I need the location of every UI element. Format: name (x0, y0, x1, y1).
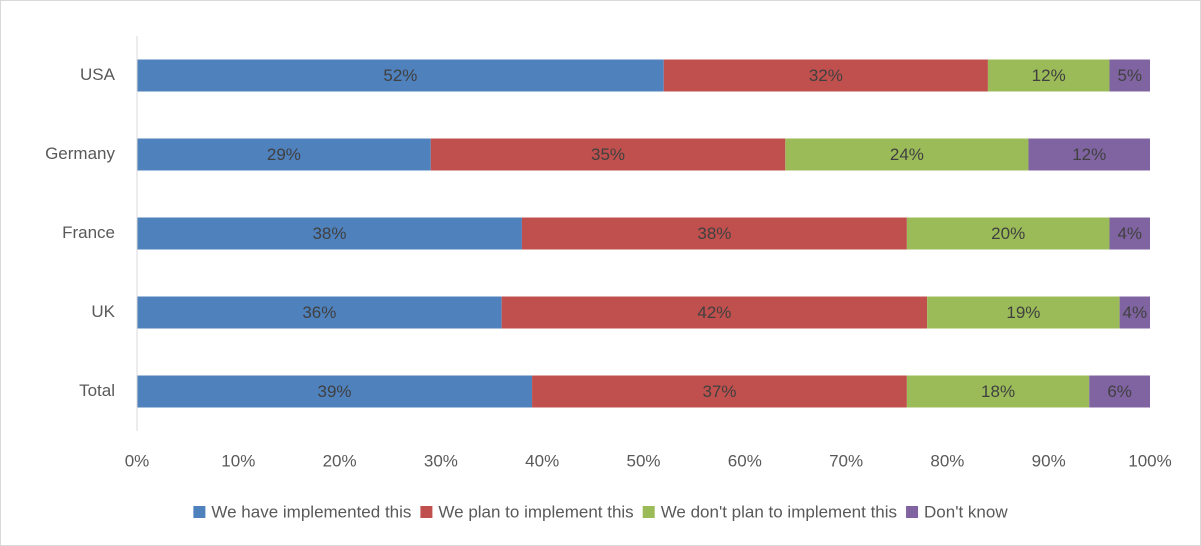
legend-swatch (642, 506, 655, 518)
data-label: 4% (1123, 303, 1148, 322)
bar-labels-layer: 52% 32% 12% 5% 29% 35% 24% 12% 38% 38% 20% 4% 36% 42%… (267, 66, 1147, 401)
data-label: 24% (890, 145, 924, 164)
data-label: 5% (1117, 66, 1142, 85)
bar-segment (521, 217, 907, 250)
bar-segment (663, 59, 988, 92)
bar-segment (1119, 296, 1150, 329)
bar-segment (532, 375, 907, 408)
legend-item: Don't know (906, 502, 1008, 521)
legend-swatch (420, 506, 433, 518)
bar-segment (987, 59, 1110, 92)
x-tick-label: 40% (525, 451, 559, 470)
data-label: 37% (702, 382, 736, 401)
legend-label: We have implemented this (211, 502, 411, 521)
x-tick-label: 90% (1032, 451, 1066, 470)
bar-segment (137, 217, 522, 250)
data-label: 38% (312, 224, 346, 243)
x-tick-label: 100% (1128, 451, 1171, 470)
data-label: 39% (318, 382, 352, 401)
x-tick-label: 70% (829, 451, 863, 470)
legend-swatch (906, 506, 919, 518)
legend-layer: We have implemented this We plan to imple… (193, 502, 1008, 521)
x-tick-label: 0% (125, 451, 150, 470)
bars-layer (137, 59, 1150, 408)
data-label: 18% (981, 382, 1015, 401)
bar-segment (927, 296, 1120, 329)
bar-segment (137, 138, 431, 171)
x-tick-label: 80% (930, 451, 964, 470)
bar-segment (1028, 138, 1150, 171)
data-label: 20% (991, 224, 1025, 243)
category-label: UK (91, 302, 115, 321)
category-label: USA (80, 65, 116, 84)
bar-segment (137, 296, 502, 329)
bar-segment (430, 138, 786, 171)
data-label: 29% (267, 145, 301, 164)
bar-segment (1109, 59, 1150, 92)
data-label: 4% (1117, 224, 1142, 243)
category-label: Germany (45, 144, 115, 163)
data-label: 36% (302, 303, 336, 322)
bar-segment (501, 296, 928, 329)
category-label: France (62, 223, 115, 242)
legend-label: Don't know (924, 502, 1008, 521)
x-tick-label: 60% (728, 451, 762, 470)
data-label: 32% (809, 66, 843, 85)
bar-segment (906, 375, 1090, 408)
data-label: 12% (1032, 66, 1066, 85)
data-label: 6% (1107, 382, 1132, 401)
axis-layer: USA Germany France UK Total 0% 10% 20% 30% 40% 50%… (45, 36, 1172, 470)
data-label: 38% (697, 224, 731, 243)
legend-label: We plan to implement this (438, 502, 633, 521)
x-tick-label: 50% (626, 451, 660, 470)
legend-item: We don't plan to implement this (642, 502, 897, 521)
bar-segment (137, 59, 664, 92)
data-label: 52% (383, 66, 417, 85)
data-label: 35% (591, 145, 625, 164)
legend-item: We plan to implement this (420, 502, 634, 521)
legend-label: We don't plan to implement this (661, 502, 897, 521)
bar-segment (137, 375, 533, 408)
x-tick-label: 10% (221, 451, 255, 470)
bar-segment (785, 138, 1029, 171)
data-label: 12% (1072, 145, 1106, 164)
legend-swatch (193, 506, 206, 518)
bar-segment (1109, 217, 1150, 250)
x-tick-label: 20% (323, 451, 357, 470)
x-tick-label: 30% (424, 451, 458, 470)
data-label: 19% (1006, 303, 1040, 322)
category-label: Total (79, 381, 115, 400)
legend-item: We have implemented this (193, 502, 411, 521)
data-label: 42% (697, 303, 731, 322)
bar-segment (906, 217, 1110, 250)
bar-segment (1089, 375, 1150, 408)
